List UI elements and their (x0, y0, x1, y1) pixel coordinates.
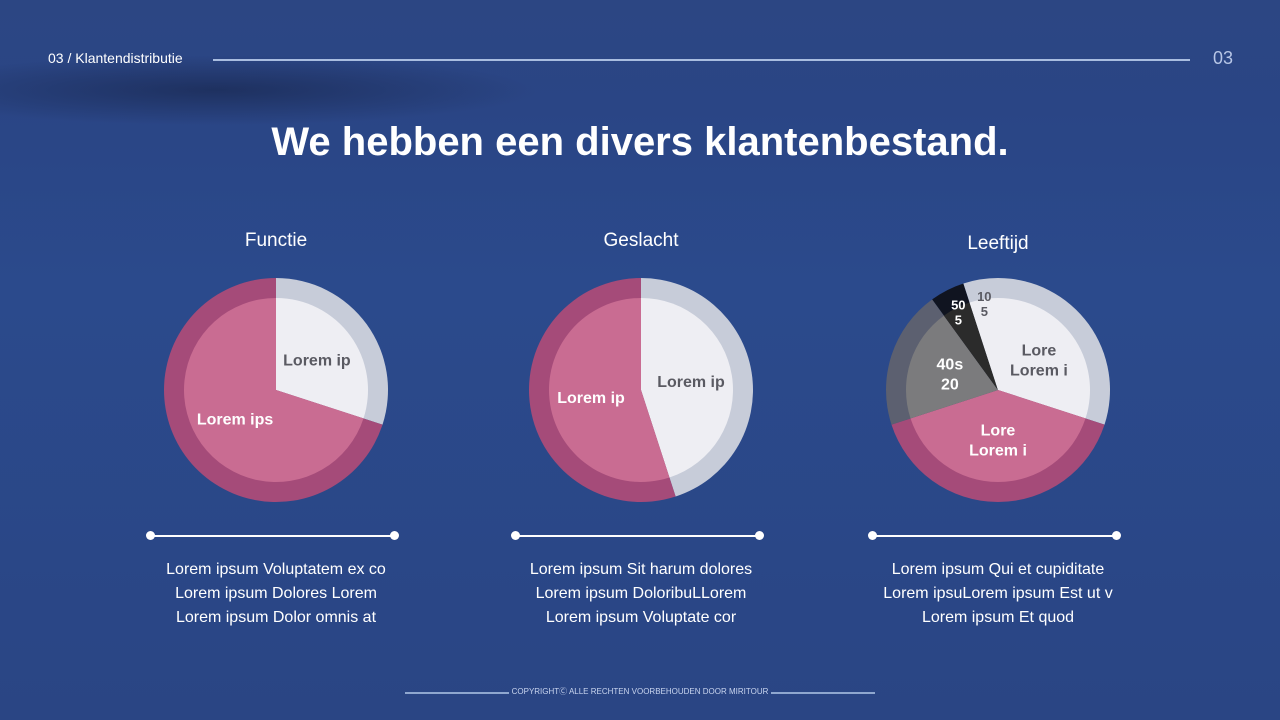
desc-line: Lorem ipsuLorem ipsum Est ut v (883, 585, 1113, 602)
footer-line-right (771, 692, 875, 694)
pie-slice (932, 283, 998, 390)
slice-label: Lore Lorem i (969, 423, 1027, 460)
pie-slice (164, 278, 383, 502)
pie-slice (998, 278, 1110, 425)
divider (511, 531, 764, 540)
description: Lorem ipsum Sit harum dolores Lorem ipsu… (491, 558, 791, 630)
divider (868, 531, 1121, 540)
footer-copyright: COPYRIGHTⒸ ALLE RECHTEN VOORBEHOUDEN DOO… (511, 687, 769, 696)
pie-slice (886, 299, 998, 425)
chart-title: Leeftijd (967, 233, 1029, 254)
chart-leeftijd: Leeftijd Lore Lorem i Lore Lorem i 40s 20 50 5 1… (848, 230, 1148, 626)
divider (146, 531, 399, 540)
chart-title: Functie (244, 230, 308, 251)
pie-slice (891, 390, 1105, 503)
slice-label: Lorem ips (197, 412, 274, 429)
pie-leeftijd: Lore Lorem i Lore Lorem i 40s 20 50 5 10 5 (886, 278, 1110, 503)
pie-geslacht: Lorem ip Lorem ip (529, 278, 754, 502)
footer-line-left (405, 692, 509, 694)
pie-slice (529, 278, 676, 502)
desc-line: Lorem ipsum Sit harum dolores (529, 561, 753, 578)
desc-line: Lorem ipsum Et quod (921, 609, 1075, 626)
slice-label: 40s 20 (937, 356, 964, 393)
desc-line: Lorem ipsum DoloribuLLorem (535, 585, 747, 602)
slice-label: Lore Lorem i (1010, 342, 1068, 379)
slice-label: Lorem ip (657, 374, 725, 391)
desc-line: Lorem ipsum Qui et cupiditate (891, 561, 1105, 578)
slice-label: 50 5 (951, 298, 965, 328)
chart-functie: Functie Lorem ip Lorem ips Lorem ipsum Vo… (126, 230, 426, 626)
desc-line: Lorem ipsum Voluptatem ex co (166, 561, 386, 578)
chart-geslacht: Geslacht Lorem ip Lorem ip Lorem ipsum Si… (491, 230, 791, 626)
chart-title: Geslacht (603, 230, 679, 251)
description: Lorem ipsum Voluptatem ex co Lorem ipsum… (126, 558, 426, 630)
page-number: 03 (1212, 48, 1233, 68)
section-label: 03 / Klantendistributie (48, 50, 183, 66)
slice-label: Lorem ip (283, 352, 351, 369)
slice-label: 10 5 (977, 289, 991, 319)
pie-functie: Lorem ip Lorem ips (164, 278, 389, 502)
description: Lorem ipsum Qui et cupiditate Lorem ipsu… (848, 558, 1148, 630)
background-shoreline (0, 55, 540, 125)
desc-line: Lorem ipsum Dolores Lorem (175, 585, 377, 602)
pie-slice (963, 278, 998, 390)
pie-slice (276, 278, 389, 425)
page-title: We hebben een divers klantenbestand. (271, 120, 1009, 164)
slice-label: Lorem ip (557, 390, 625, 407)
desc-line: Lorem ipsum Voluptate cor (545, 609, 737, 626)
header-divider (213, 59, 1190, 61)
desc-line: Lorem ipsum Dolor omnis at (175, 609, 377, 626)
pie-slice (641, 278, 754, 497)
